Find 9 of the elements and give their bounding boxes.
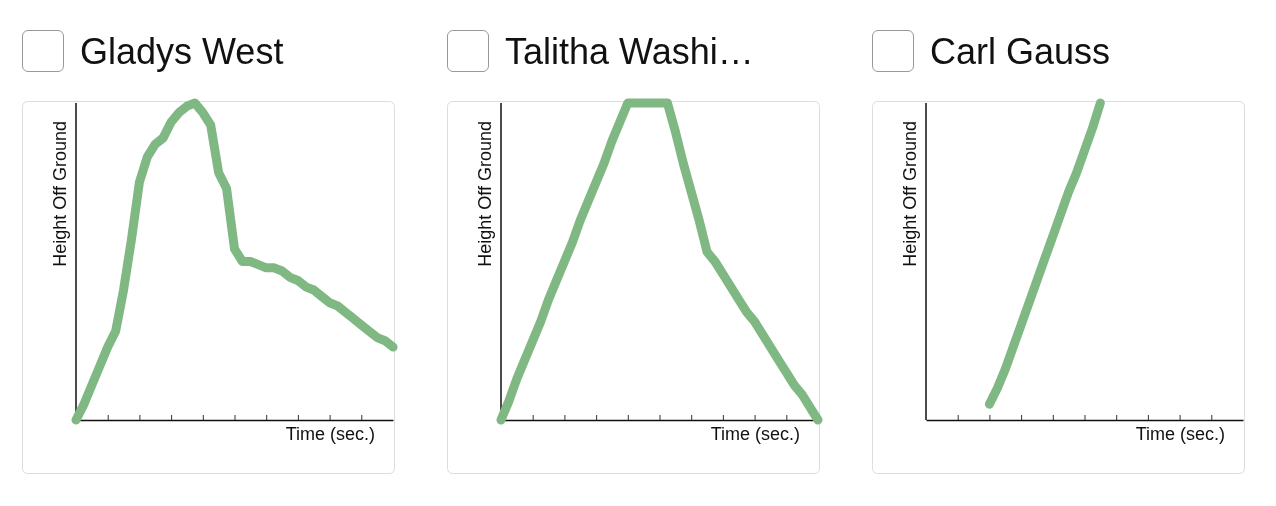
chart-title: Gladys West (80, 30, 284, 74)
y-axis-title: Height Off Ground (475, 121, 495, 267)
y-axis-title: Height Off Ground (50, 121, 70, 267)
x-axis-title: Time (sec.) (1135, 424, 1225, 444)
chart-title: Carl Gauss (930, 30, 1111, 74)
chart-title: Talitha Washi… (505, 30, 754, 74)
x-axis-title: Time (sec.) (285, 424, 375, 444)
y-axis-title: Height Off Ground (900, 121, 920, 267)
x-axis-title: Time (sec.) (710, 424, 800, 444)
